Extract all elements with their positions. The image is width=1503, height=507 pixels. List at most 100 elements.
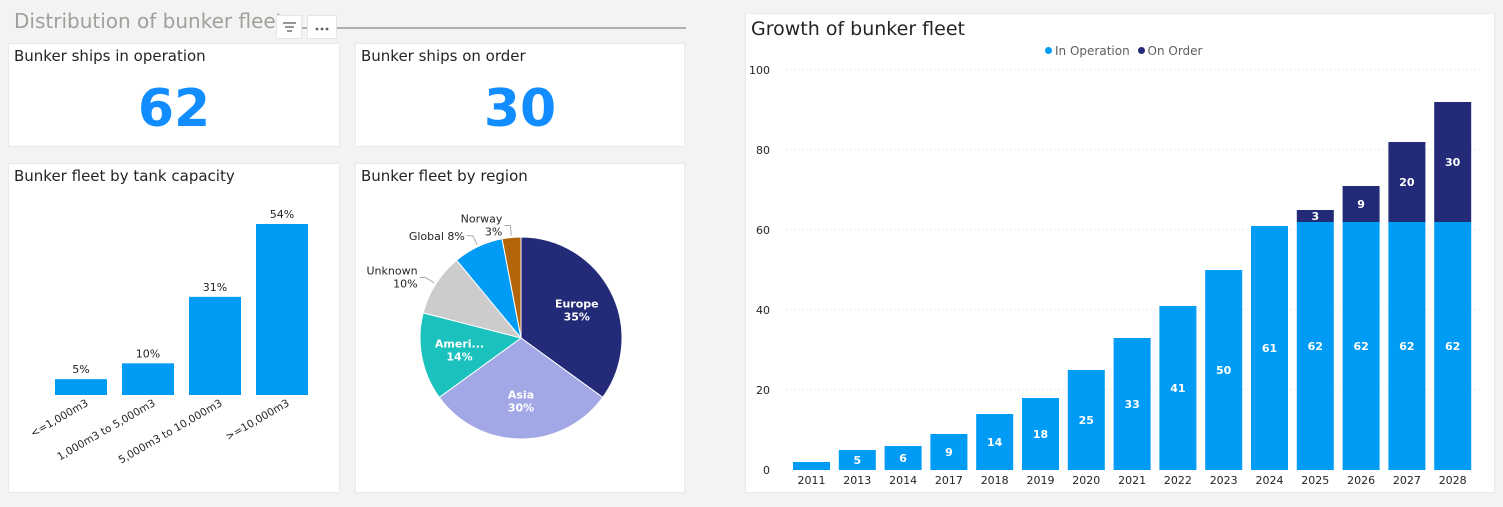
data-label: 62 <box>1353 340 1368 353</box>
kpi-card-in-operation[interactable]: Bunker ships in operation 62 <box>8 43 340 147</box>
slice-label: Unknown <box>367 264 418 277</box>
x-tick-label: 2017 <box>935 474 963 487</box>
x-tick-label: >=10,000m3 <box>224 397 292 443</box>
kpi-label: Bunker ships in operation <box>14 47 206 65</box>
data-label: 9 <box>1357 198 1365 211</box>
data-label: 41 <box>1170 382 1185 395</box>
pie-slice <box>501 236 522 339</box>
bar <box>55 379 107 395</box>
chart-title: Bunker fleet by region <box>361 167 528 185</box>
data-label: 50 <box>1216 364 1232 377</box>
bar-in-operation <box>884 446 922 470</box>
y-tick-label: 40 <box>756 304 770 317</box>
section-divider <box>300 27 686 29</box>
data-label: 5 <box>853 454 861 467</box>
data-label: 33 <box>1124 398 1139 411</box>
more-options-icon[interactable] <box>307 15 337 39</box>
bar-on-order <box>1342 186 1380 222</box>
data-label: 9 <box>945 446 953 459</box>
filter-icon[interactable] <box>276 15 302 39</box>
legend-dot <box>1137 47 1145 54</box>
x-tick-label: 2027 <box>1393 474 1421 487</box>
slice-value: 3% <box>485 226 502 239</box>
legend-label: On Order <box>1147 44 1203 58</box>
x-tick-label: 2019 <box>1027 474 1055 487</box>
bar-in-operation <box>1067 370 1105 470</box>
legend-label: In Operation <box>1055 44 1130 58</box>
pie-slice <box>438 337 604 440</box>
bar-in-operation <box>930 434 968 470</box>
data-label: 54% <box>270 208 294 221</box>
leader-line <box>419 276 435 284</box>
leader-line <box>504 225 512 236</box>
bar-in-operation <box>1159 306 1197 470</box>
slice-value: 30% <box>508 402 534 415</box>
legend-item-on-order[interactable]: On Order <box>1137 44 1203 58</box>
kpi-value: 30 <box>483 79 557 139</box>
bar-in-operation <box>976 414 1014 470</box>
x-tick-label: 2011 <box>798 474 826 487</box>
x-tick-label: 2028 <box>1439 474 1467 487</box>
bar-in-operation <box>1296 222 1334 470</box>
chart-title: Bunker fleet by tank capacity <box>14 167 235 185</box>
x-tick-label: 2024 <box>1256 474 1284 487</box>
data-label: 61 <box>1262 342 1277 355</box>
bar-on-order <box>1434 102 1472 222</box>
data-label: 6 <box>899 452 907 465</box>
data-label: 62 <box>1308 340 1323 353</box>
bar-in-operation <box>1251 226 1288 470</box>
x-tick-label: 2020 <box>1072 474 1100 487</box>
bar-in-operation <box>1342 222 1380 470</box>
y-tick-label: 60 <box>756 224 770 237</box>
legend-dot <box>1045 47 1052 54</box>
legend-item-in-operation[interactable]: In Operation <box>1045 44 1130 58</box>
bar-in-operation <box>838 450 876 470</box>
growth-legend: In Operation On Order <box>1045 44 1202 58</box>
slice-value: 10% <box>393 277 417 290</box>
region-card[interactable]: Bunker fleet by region Europe 35% Asia 30% A… <box>355 163 685 493</box>
x-tick-label: 2021 <box>1118 474 1146 487</box>
bar-in-operation <box>1113 338 1151 470</box>
bar-in-operation <box>793 462 830 470</box>
bar <box>189 296 241 395</box>
x-tick-label: 2018 <box>981 474 1009 487</box>
data-label: 25 <box>1079 414 1094 427</box>
slice-label: Norway <box>461 213 503 226</box>
leader-line <box>466 235 478 246</box>
slice-value: 35% <box>564 311 590 324</box>
data-label: 3 <box>1311 210 1319 223</box>
x-tick-label: <=1,000m3 <box>29 397 91 440</box>
x-tick-label: 2025 <box>1301 474 1329 487</box>
growth-chart: 0 20 40 60 80 100 2011 5 2013 6 2014 9 2017 14 2018 18 2… <box>749 64 1480 487</box>
y-tick-label: 80 <box>756 144 770 157</box>
kpi-card-on-order[interactable]: Bunker ships on order 30 <box>355 43 685 147</box>
pie-slice <box>419 312 523 399</box>
bar-on-order <box>1388 142 1426 222</box>
x-tick-label: 2013 <box>843 474 871 487</box>
data-label: 31% <box>203 281 227 294</box>
bar-in-operation <box>1388 222 1426 470</box>
bar-in-operation <box>1022 398 1059 470</box>
data-label: 10% <box>136 347 160 360</box>
kpi-value: 62 <box>137 79 211 139</box>
y-tick-label: 100 <box>749 64 770 77</box>
tank-capacity-card[interactable]: Bunker fleet by tank capacity 5% <=1,000m… <box>8 163 340 493</box>
pie-slice <box>520 236 623 399</box>
data-label: 20 <box>1399 176 1415 189</box>
section-title: Distribution of bunker fleet <box>14 9 284 33</box>
bar-in-operation <box>1434 222 1472 470</box>
slice-value: 14% <box>446 351 472 364</box>
slice-label: Europe <box>555 298 599 311</box>
slice-label: Global 8% <box>409 230 465 243</box>
data-label: 18 <box>1033 428 1048 441</box>
data-label: 30 <box>1445 156 1461 169</box>
bar-on-order <box>1296 210 1334 222</box>
x-tick-label: 2022 <box>1164 474 1192 487</box>
data-label: 62 <box>1399 340 1414 353</box>
y-tick-label: 20 <box>756 384 770 397</box>
data-label: 5% <box>72 363 89 376</box>
x-tick-label: 2014 <box>889 474 917 487</box>
kpi-label: Bunker ships on order <box>361 47 526 65</box>
